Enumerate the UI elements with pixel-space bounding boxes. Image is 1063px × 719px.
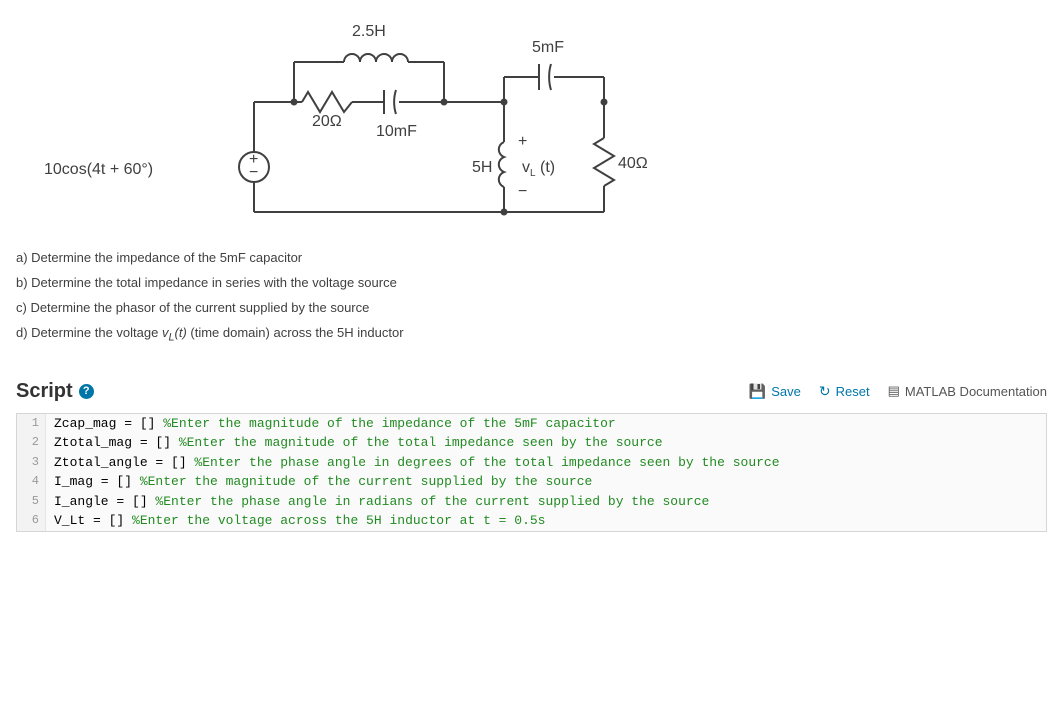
question-c: c) Determine the phasor of the current s… [16, 300, 1047, 315]
vl-label: vL (t) [522, 159, 555, 179]
C2-label: 5mF [532, 39, 564, 56]
R1-label: 20Ω [312, 113, 342, 130]
help-icon[interactable]: ? [79, 384, 94, 399]
question-list: a) Determine the impedance of the 5mF ca… [16, 250, 1047, 344]
vl-minus: − [518, 183, 527, 200]
L2-label: 5H [472, 159, 492, 176]
src-minus: − [249, 164, 258, 181]
line-number: 4 [17, 472, 46, 492]
reset-button[interactable]: ↻ Reset [819, 383, 870, 400]
code-line: 5 I_angle = [] %Enter the phase angle in… [17, 492, 1046, 512]
code-line: 1 Zcap_mag = [] %Enter the magnitude of … [17, 414, 1046, 434]
doc-icon: ▤ [888, 383, 900, 399]
circuit-diagram: 10cos(4t + 60°) + − 2.5H 20Ω 10mF 5mF 5H… [44, 12, 1047, 232]
script-actions: 💾 Save ↻ Reset ▤ MATLAB Documentation [749, 383, 1047, 400]
script-header: Script ? 💾 Save ↻ Reset ▤ MATLAB Documen… [16, 380, 1047, 403]
question-d: d) Determine the voltage vL(t) (time dom… [16, 325, 1047, 344]
R2-label: 40Ω [618, 155, 648, 172]
line-number: 1 [17, 414, 46, 434]
save-button[interactable]: 💾 Save [749, 383, 801, 400]
code-line: 4 I_mag = [] %Enter the magnitude of the… [17, 472, 1046, 492]
L1-label: 2.5H [352, 23, 386, 40]
C1-label: 10mF [376, 123, 417, 140]
line-number: 3 [17, 453, 46, 473]
line-number: 6 [17, 511, 46, 531]
save-icon: 💾 [749, 383, 766, 400]
code-line: 6 V_Lt = [] %Enter the voltage across th… [17, 511, 1046, 531]
question-a: a) Determine the impedance of the 5mF ca… [16, 250, 1047, 265]
vl-plus: + [518, 133, 527, 150]
question-b: b) Determine the total impedance in seri… [16, 275, 1047, 290]
code-editor[interactable]: 1 Zcap_mag = [] %Enter the magnitude of … [16, 413, 1047, 532]
code-line: 3 Ztotal_angle = [] %Enter the phase ang… [17, 453, 1046, 473]
code-line: 2 Ztotal_mag = [] %Enter the magnitude o… [17, 433, 1046, 453]
matlab-doc-link[interactable]: ▤ MATLAB Documentation [888, 383, 1047, 399]
source-label: 10cos(4t + 60°) [44, 161, 153, 178]
reset-icon: ↻ [819, 383, 831, 400]
script-title: Script ? [16, 380, 94, 403]
line-number: 5 [17, 492, 46, 512]
line-number: 2 [17, 433, 46, 453]
